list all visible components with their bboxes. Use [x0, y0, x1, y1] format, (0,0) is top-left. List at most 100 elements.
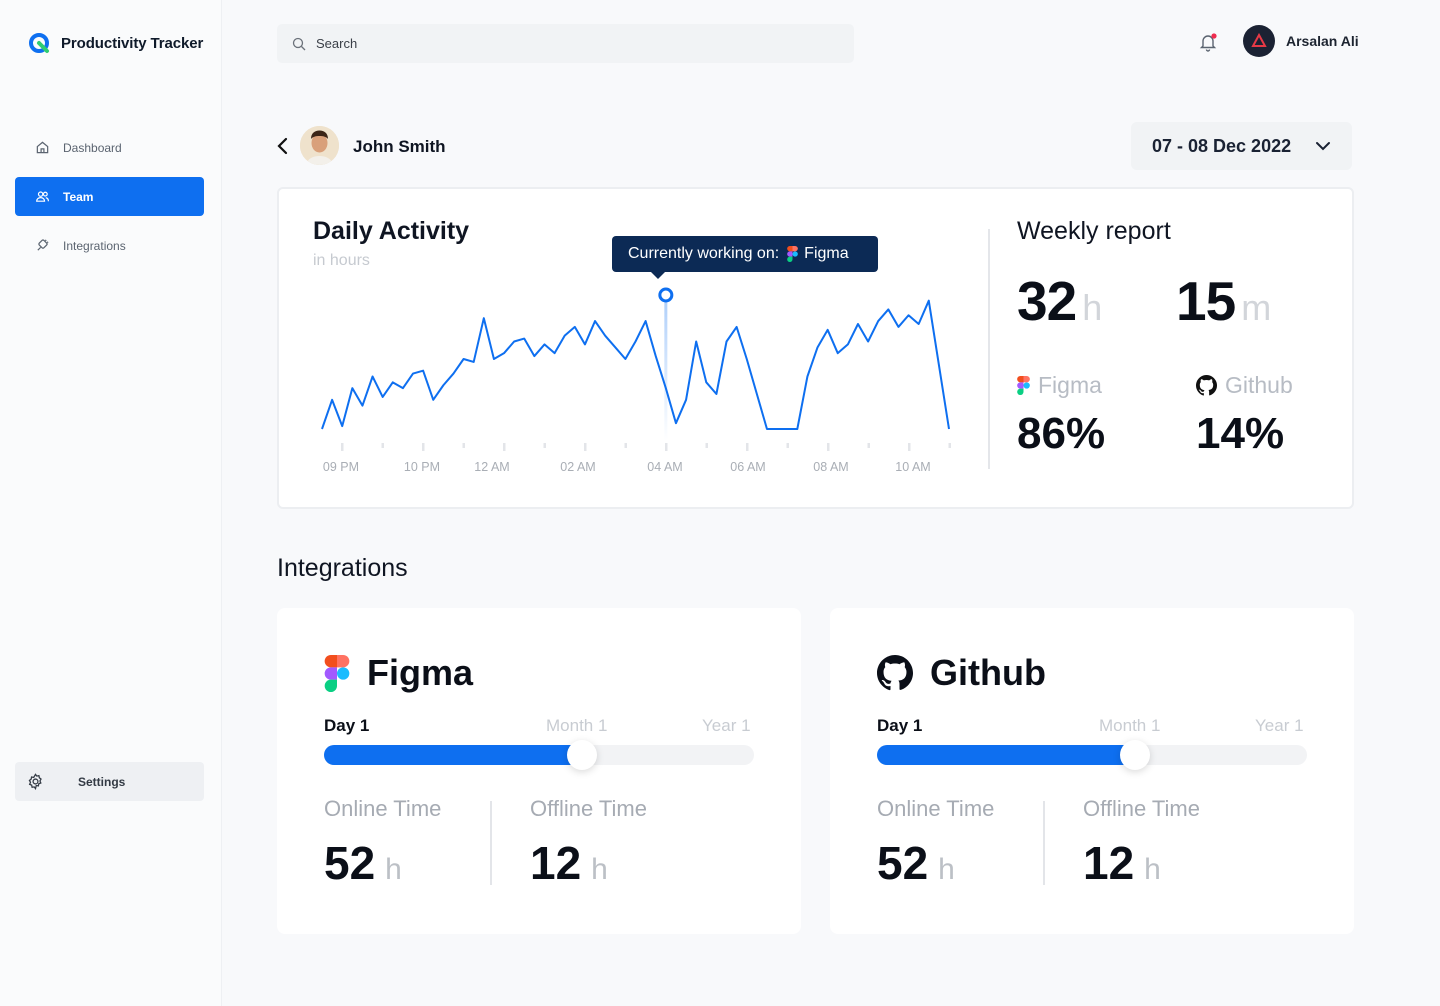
- weekly-app-github: Github: [1196, 372, 1293, 399]
- sidebar-item-team[interactable]: Team: [15, 177, 204, 216]
- activity-line-chart[interactable]: 09 PM 10 PM 12 AM 02 AM 04 AM 06 AM 08 AM 10 AM: [309, 229, 959, 489]
- stat-divider: [1043, 801, 1045, 885]
- users-icon: [36, 191, 50, 202]
- gear-icon: [28, 773, 42, 790]
- tab-year[interactable]: Year 1: [1255, 716, 1304, 735]
- x-tick-mark: [584, 443, 587, 451]
- integration-card-github: Github Day 1 Month 1 Year 1 Online Time …: [830, 608, 1354, 934]
- activity-tooltip: Currently working on: Figma: [612, 236, 878, 279]
- online-time-value: 52 h: [324, 836, 402, 890]
- weekly-minutes-unit: m: [1241, 287, 1271, 328]
- x-tick-mark: [948, 443, 951, 448]
- offline-time-label: Offline Time: [1083, 796, 1200, 821]
- period-slider[interactable]: [324, 740, 754, 770]
- offline-time-value: 12 h: [530, 836, 608, 890]
- offline-time-value: 12 h: [1083, 836, 1161, 890]
- tab-month[interactable]: Month 1: [546, 716, 608, 735]
- sidebar: Productivity Tracker Dashboard Team Inte…: [0, 0, 222, 1006]
- x-tick-label: 10 PM: [404, 460, 440, 474]
- online-time-label: Online Time: [877, 796, 995, 821]
- date-range-select[interactable]: 07 - 08 Dec 2022: [1131, 122, 1352, 170]
- weekly-app-percent: 14%: [1196, 409, 1285, 458]
- search-icon: [292, 37, 306, 50]
- person-avatar: [300, 126, 339, 165]
- user-avatar[interactable]: [1243, 25, 1275, 57]
- date-range-value: 07 - 08 Dec 2022: [1152, 135, 1292, 156]
- tab-day[interactable]: Day 1: [877, 716, 923, 735]
- activity-subtitle: in hours: [313, 252, 370, 269]
- x-tick-mark: [786, 443, 789, 448]
- x-tick-label: 10 AM: [895, 460, 930, 474]
- offline-time-unit: h: [1144, 853, 1161, 886]
- integration-name: Figma: [367, 652, 474, 693]
- person-name: John Smith: [353, 137, 446, 156]
- search-bar[interactable]: [277, 24, 854, 63]
- offline-time-unit: h: [591, 853, 608, 886]
- x-tick-mark: [705, 443, 708, 448]
- github-icon: [877, 655, 913, 691]
- x-tick-mark: [867, 443, 870, 448]
- weekly-minutes: 15 m: [1176, 269, 1271, 333]
- activity-series-line[interactable]: [321, 299, 950, 430]
- home-icon: [36, 141, 49, 154]
- tab-day[interactable]: Day 1: [324, 716, 370, 735]
- brand[interactable]: Productivity Tracker: [28, 32, 203, 54]
- x-tick-mark: [462, 443, 465, 448]
- settings-button[interactable]: Settings: [15, 762, 204, 801]
- x-tick-mark: [908, 443, 911, 451]
- settings-label: Settings: [78, 774, 126, 789]
- weekly-hours: 32 h: [1017, 269, 1102, 333]
- figma-icon: [787, 246, 799, 262]
- weekly-minutes-value: 15: [1176, 270, 1236, 332]
- x-tick-label: 12 AM: [474, 460, 509, 474]
- sidebar-item-label: Integrations: [63, 238, 126, 253]
- weekly-app-percent: 86%: [1017, 409, 1106, 458]
- integration-name: Github: [930, 652, 1046, 693]
- activity-title: Daily Activity: [313, 217, 470, 245]
- back-arrow-icon[interactable]: [274, 136, 292, 156]
- x-tick-label: 08 AM: [813, 460, 848, 474]
- online-time-number: 52: [324, 837, 376, 889]
- chevron-down-icon: [1316, 142, 1330, 151]
- x-tick-label: 02 AM: [560, 460, 595, 474]
- slider-fill: [877, 745, 1135, 765]
- offline-time-number: 12: [1083, 837, 1135, 889]
- weekly-hours-unit: h: [1082, 287, 1102, 328]
- online-time-value: 52 h: [877, 836, 955, 890]
- user-avatar-logo-icon: [1251, 33, 1267, 47]
- sidebar-item-label: Dashboard: [63, 140, 122, 155]
- github-icon: [1196, 375, 1217, 396]
- x-tick-mark: [827, 443, 830, 451]
- sidebar-item-integrations[interactable]: Integrations: [15, 226, 204, 265]
- tab-month[interactable]: Month 1: [1099, 716, 1161, 735]
- integrations-section-title: Integrations: [277, 554, 408, 582]
- integration-header: Github: [877, 652, 1046, 694]
- slider-handle[interactable]: [567, 740, 597, 770]
- x-tick-mark: [543, 443, 546, 448]
- online-time-unit: h: [938, 853, 955, 886]
- online-time-label: Online Time: [324, 796, 442, 821]
- slider-handle[interactable]: [1120, 740, 1150, 770]
- activity-card: Daily Activity in hours 09 PM 10 PM 12 AM 0…: [277, 187, 1354, 509]
- x-tick-mark: [341, 443, 344, 451]
- tab-year[interactable]: Year 1: [702, 716, 751, 735]
- period-slider[interactable]: [877, 740, 1307, 770]
- integration-header: Figma: [324, 652, 473, 694]
- sidebar-item-dashboard[interactable]: Dashboard: [15, 128, 204, 167]
- user-name[interactable]: Arsalan Ali: [1286, 33, 1359, 49]
- tooltip-app: Figma: [804, 245, 849, 262]
- x-tick-mark: [381, 443, 384, 448]
- sidebar-nav: Dashboard Team Integrations: [15, 128, 204, 275]
- card-divider: [988, 229, 990, 469]
- notification-bell-icon[interactable]: [1198, 32, 1218, 52]
- x-tick-mark: [503, 443, 506, 451]
- weekly-report-title: Weekly report: [1017, 217, 1171, 245]
- integration-card-figma: Figma Day 1 Month 1 Year 1 Online Time 5…: [277, 608, 801, 934]
- brand-name: Productivity Tracker: [61, 34, 204, 52]
- weekly-app-name: Github: [1225, 372, 1293, 398]
- highlight-point[interactable]: [658, 287, 674, 303]
- stat-divider: [490, 801, 492, 885]
- x-tick-mark: [665, 443, 668, 451]
- x-tick-label: 09 PM: [323, 460, 359, 474]
- search-input[interactable]: [316, 36, 716, 51]
